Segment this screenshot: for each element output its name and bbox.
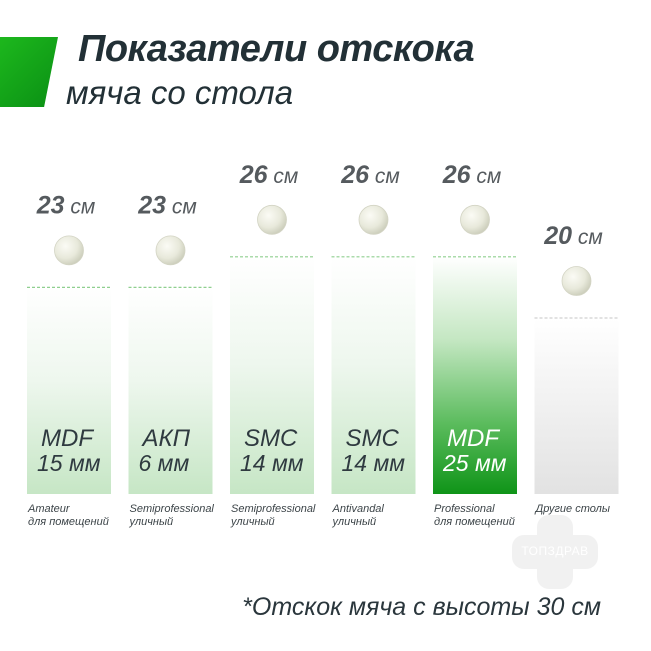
bar-caption-sub: для помещений: [434, 516, 515, 528]
bar-caption: Amateur: [27, 503, 71, 515]
ball-icon: [460, 204, 490, 235]
watermark: ТОПЗДРАВ: [512, 515, 598, 589]
bar: [433, 256, 517, 494]
footnote: *Отскок мяча с высоты 30 см: [242, 593, 601, 621]
bar-thickness-label: 6 мм: [139, 450, 190, 476]
value-label: 23 см: [137, 191, 197, 219]
bar: [534, 318, 619, 494]
value-label: 20 см: [543, 222, 603, 250]
bar-caption: Semiprofessional: [130, 503, 215, 515]
bar: [27, 287, 111, 494]
bar-material-label: SMC: [244, 425, 298, 452]
value-label: 26 см: [340, 161, 400, 189]
bar-caption: Professional: [434, 503, 495, 515]
ball-icon: [358, 204, 389, 235]
bar-caption-sub: для помещений: [28, 516, 109, 528]
bar-caption: Semiprofessional: [231, 503, 316, 515]
bar-caption-sub: уличный: [230, 516, 275, 528]
bar: [128, 287, 213, 494]
ball-icon: [257, 204, 287, 235]
watermark-text: ТОПЗДРАВ: [521, 544, 589, 558]
ball-icon: [155, 235, 186, 266]
ball-icon: [54, 235, 84, 266]
bar-caption: Другие столы: [534, 503, 610, 515]
bar-material-label: MDF: [41, 425, 94, 452]
bar-caption: Antivandal: [332, 503, 385, 515]
bar-thickness-label: 15 мм: [37, 450, 101, 476]
page-title: Показатели отскока: [78, 28, 475, 70]
bar-thickness-label: 14 мм: [342, 450, 406, 476]
bar-caption-sub: уличный: [129, 516, 174, 528]
page-subtitle: мяча со стола: [66, 74, 294, 111]
bar-material-label: SMC: [346, 425, 400, 452]
bar: [230, 256, 314, 494]
value-label: 26 см: [239, 161, 299, 189]
bar-thickness-label: 14 мм: [240, 450, 304, 476]
bar: [331, 256, 416, 494]
value-label: 26 см: [442, 161, 502, 189]
value-label: 23 см: [36, 191, 96, 219]
bar-material-label: АКП: [141, 425, 191, 452]
watermark-cross-icon: [512, 515, 598, 589]
ball-icon: [561, 266, 592, 296]
bar-caption-sub: уличный: [332, 516, 377, 528]
bar-thickness-label: 25 мм: [442, 450, 507, 476]
bar-material-label: MDF: [447, 425, 500, 452]
